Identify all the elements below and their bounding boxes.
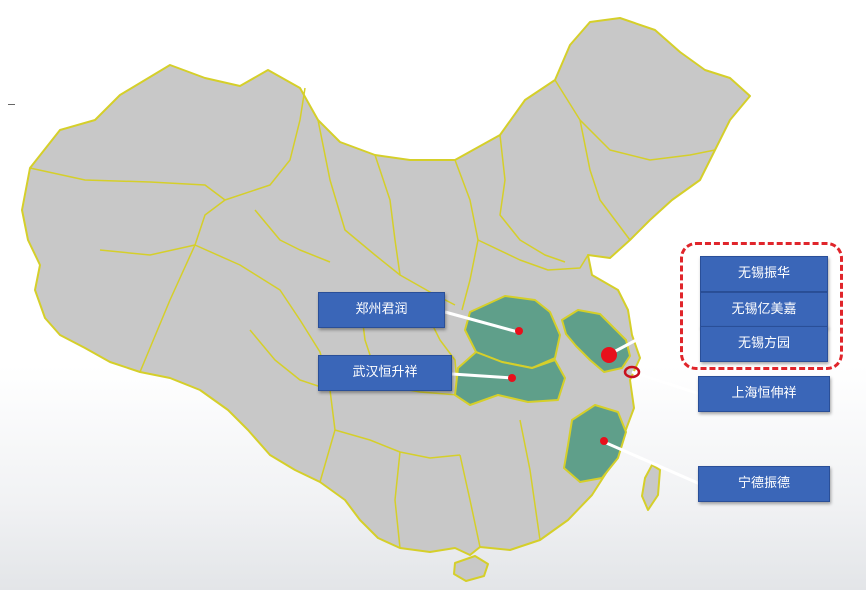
marker-wuhan xyxy=(508,374,516,382)
label-ningde: 宁德振德 xyxy=(698,466,830,502)
callout-lines xyxy=(444,304,701,486)
label-wuhan: 武汉恒升祥 xyxy=(318,355,452,391)
label-shanghai: 上海恒伸祥 xyxy=(698,376,830,412)
label-wuxi-zhenhua: 无锡振华 xyxy=(700,256,828,292)
label-wuxi-fangyuan: 无锡方园 xyxy=(700,326,828,362)
location-markers xyxy=(508,327,641,445)
marker-shanghai xyxy=(623,365,641,379)
stray-dash-mark xyxy=(8,104,15,105)
wuxi-group-frame xyxy=(680,242,843,370)
marker-wuxi xyxy=(601,347,617,363)
china-landmass xyxy=(21,17,751,556)
hainan-island xyxy=(453,555,489,582)
region-zhejiang xyxy=(563,404,627,483)
marker-ningde xyxy=(600,437,608,445)
marker-zhengzhou xyxy=(515,327,523,335)
label-wuxi-yimeijia: 无锡亿美嘉 xyxy=(700,292,828,328)
label-zhengzhou: 郑州君润 xyxy=(318,292,445,328)
taiwan-island xyxy=(641,464,661,511)
